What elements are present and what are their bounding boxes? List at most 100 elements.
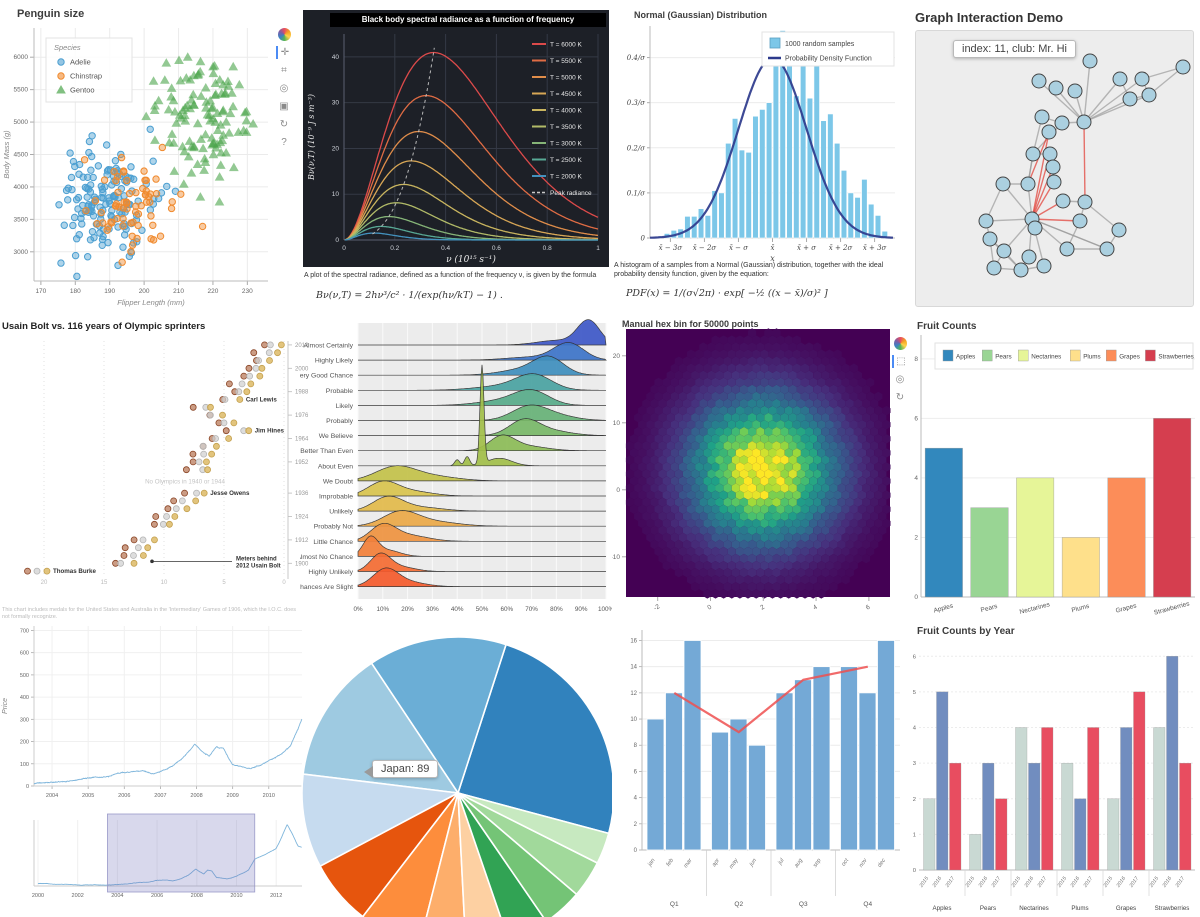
svg-text:2015: 2015	[1056, 876, 1068, 890]
svg-text:4500: 4500	[14, 152, 29, 159]
graph-demo-chart[interactable]	[905, 0, 1200, 315]
svg-text:Pears: Pears	[980, 603, 999, 614]
svg-text:T = 5500 K: T = 5500 K	[550, 58, 583, 65]
svg-text:2016: 2016	[1161, 876, 1173, 890]
svg-text:3500: 3500	[14, 216, 29, 223]
svg-text:500: 500	[20, 673, 29, 679]
svg-text:Thomas Burke: Thomas Burke	[53, 568, 97, 575]
svg-text:2016: 2016	[931, 876, 943, 890]
svg-text:Nectarines: Nectarines	[1019, 601, 1052, 616]
svg-text:Pears: Pears	[980, 905, 996, 912]
tooltip-arrow-icon	[364, 766, 373, 778]
svg-text:30%: 30%	[426, 606, 439, 613]
svg-text:70%: 70%	[525, 606, 538, 613]
svg-text:Almost No Chance: Almost No Chance	[300, 554, 353, 561]
svg-text:Grapes: Grapes	[1116, 905, 1136, 912]
svg-text:2015: 2015	[918, 876, 930, 890]
graph-tooltip: index: 11, club: Mr. Hi	[953, 40, 1076, 58]
monthly-bars-chart[interactable]: 0 2 4 6 8 10 12 14 16 jan feb mar apr may jun jul aug sep…	[612, 618, 905, 917]
bolt-chart[interactable]: 20 15 10 5 0 1900 1912 1924 1936 1952 1964 1976 1988…	[0, 315, 310, 618]
svg-text:Flipper Length (mm): Flipper Length (mm)	[117, 298, 185, 307]
svg-text:2000: 2000	[32, 893, 44, 899]
box-zoom-icon[interactable]: ⌗	[281, 65, 287, 76]
svg-text:Strawberries: Strawberries	[1153, 600, 1191, 616]
svg-text:Probability Density Function: Probability Density Function	[785, 56, 872, 63]
svg-text:6: 6	[913, 654, 916, 660]
ridgeline-tile: Almost Certainly Highly Likely Very Good C…	[300, 315, 612, 618]
svg-text:T = 2000 K: T = 2000 K	[550, 174, 583, 181]
svg-text:Plums: Plums	[1071, 905, 1088, 912]
svg-text:0%: 0%	[353, 606, 363, 613]
svg-text:10: 10	[161, 580, 168, 586]
svg-text:2: 2	[913, 797, 916, 803]
svg-text:2: 2	[914, 534, 918, 541]
chart-title: Fruit Counts by Year	[917, 626, 1015, 637]
svg-text:-2: -2	[653, 603, 662, 612]
svg-text:2010: 2010	[230, 893, 242, 899]
box-select-icon[interactable]: ⬚	[892, 355, 908, 368]
chart-title: Fruit Counts	[917, 321, 977, 332]
bokeh-logo-icon[interactable]	[277, 28, 291, 41]
range-tool-tile: 0 100 200 300 400 500 600 700 2004 2005 2006 2007 20…	[0, 618, 310, 917]
svg-text:60%: 60%	[500, 606, 513, 613]
svg-text:Gentoo: Gentoo	[70, 86, 95, 95]
chart-title: Normal (Gaussian) Distribution	[634, 10, 768, 20]
svg-text:may: may	[728, 857, 740, 870]
svg-text:2017: 2017	[1082, 875, 1095, 890]
svg-text:3000: 3000	[14, 249, 29, 256]
svg-text:Grapes: Grapes	[1115, 602, 1138, 614]
reset-icon[interactable]: ↻	[895, 392, 905, 403]
svg-text:Q2: Q2	[734, 901, 743, 908]
svg-text:14: 14	[630, 665, 637, 671]
svg-text:mar: mar	[683, 857, 694, 869]
svg-text:2012: 2012	[270, 893, 282, 899]
svg-text:2: 2	[759, 604, 766, 612]
svg-text:Meters behind: Meters behind	[236, 556, 277, 562]
reset-icon[interactable]: ↻	[279, 119, 289, 130]
svg-text:2015: 2015	[964, 876, 976, 890]
svg-text:3: 3	[913, 761, 916, 767]
chart-title: Usain Bolt vs. 116 years of Olympic spri…	[2, 321, 206, 332]
svg-text:0: 0	[26, 784, 29, 790]
blackbody-tile: 0 0.2 0.4 0.6 0.8 1 0 10 20 30 40 ν (10¹⁵ s⁻¹) Bν(ν,…	[300, 0, 612, 315]
help-icon[interactable]: ?	[281, 137, 287, 148]
wheel-zoom-icon[interactable]: ◎	[279, 83, 289, 94]
svg-text:5000: 5000	[14, 119, 29, 126]
svg-text:1924: 1924	[295, 515, 309, 521]
hexbin-tile: Manual hex bin for 50000 points -2 0 2 4 6 -1…	[612, 315, 908, 618]
svg-text:20%: 20%	[401, 606, 414, 613]
ridgeline-chart[interactable]: Almost Certainly Highly Likely Very Good C…	[300, 315, 612, 618]
range-tool-chart[interactable]: 0 100 200 300 400 500 600 700 2004 2005 2006 2007 20…	[0, 618, 310, 917]
pan-icon[interactable]: ✛	[276, 46, 292, 59]
svg-text:210: 210	[173, 288, 184, 295]
bokeh-logo-icon[interactable]	[893, 337, 907, 350]
svg-text:dec: dec	[877, 858, 887, 869]
gaussian-chart[interactable]: 0 0.1/σ 0.2/σ 0.3/σ 0.4/σ x̄ − 3σ x̄ − 2σ x̄ − …	[612, 0, 905, 315]
save-icon[interactable]: ▣	[279, 101, 289, 112]
svg-text:10: 10	[630, 717, 637, 723]
svg-text:sep: sep	[812, 857, 823, 869]
penguin-scatter-chart[interactable]: 170 180 190 200 210 220 230 3000 3500 4000 4500 500…	[0, 0, 300, 315]
wheel-zoom-icon[interactable]: ◎	[895, 374, 905, 385]
pie-chart[interactable]	[300, 618, 612, 917]
hexbin-chart[interactable]: -2 0 2 4 6 -10 0 10 20	[612, 315, 905, 618]
fruit-counts-chart[interactable]: 0 2 4 6 8 Apples Pears Nectarines Plums Grapes Str…	[905, 315, 1200, 618]
svg-text:0: 0	[914, 594, 918, 601]
svg-text:T = 2500 K: T = 2500 K	[550, 157, 583, 164]
svg-text:feb: feb	[666, 857, 676, 868]
svg-text:T = 5000 K: T = 5000 K	[550, 75, 583, 82]
svg-text:jul: jul	[777, 857, 786, 867]
svg-text:2000: 2000	[295, 366, 309, 372]
svg-text:220: 220	[208, 288, 219, 295]
svg-text:Improbable: Improbable	[319, 494, 353, 501]
svg-text:1952: 1952	[295, 460, 309, 466]
svg-text:180: 180	[70, 288, 81, 295]
svg-text:2015: 2015	[1010, 876, 1022, 890]
svg-text:-10: -10	[612, 554, 620, 561]
svg-text:2012 Usain Bolt: 2012 Usain Bolt	[236, 563, 281, 569]
svg-text:T = 4500 K: T = 4500 K	[550, 91, 583, 98]
svg-text:6: 6	[914, 415, 918, 422]
